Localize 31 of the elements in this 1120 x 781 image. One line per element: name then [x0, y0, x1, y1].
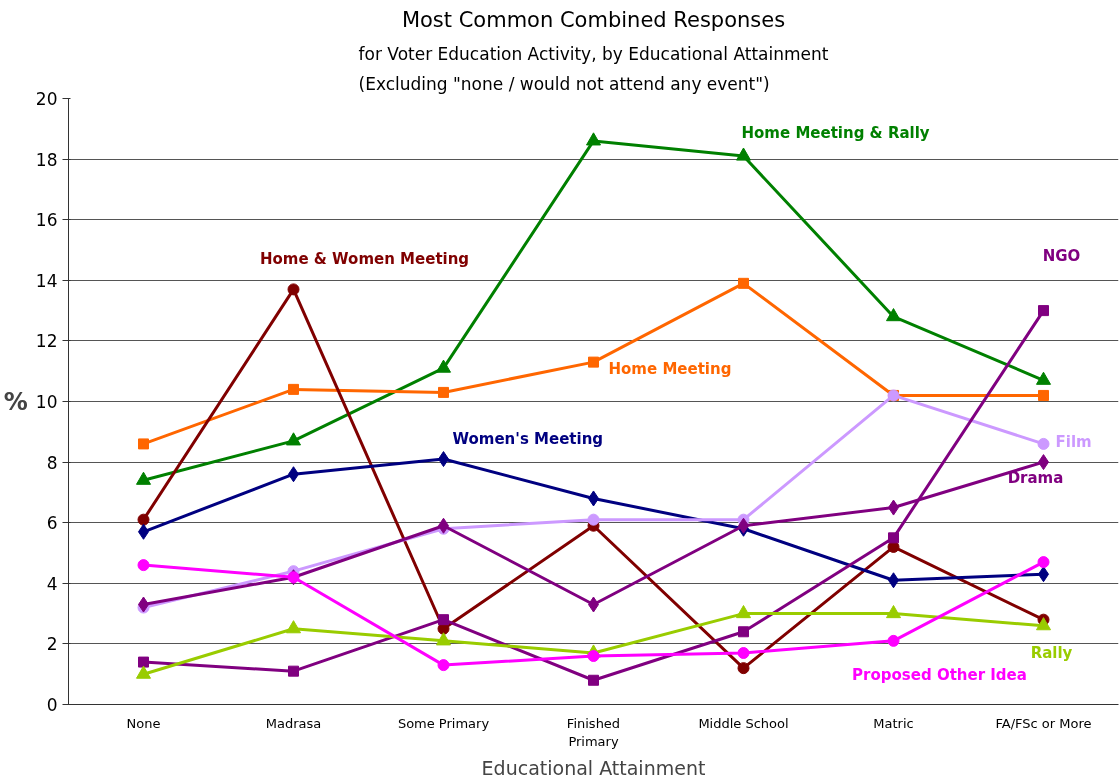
series-label: Proposed Other Idea	[852, 665, 1027, 684]
x-axis-title: Educational Attainment	[481, 756, 706, 779]
series-label: Women's Meeting	[452, 430, 604, 449]
y-tick-label: 6	[46, 513, 58, 534]
x-tick-label: Madrasa	[265, 715, 322, 731]
x-tick-label: None	[126, 715, 161, 731]
y-tick-label: 4	[46, 573, 58, 594]
y-tick-label: 16	[35, 210, 58, 231]
y-tick-label: 20	[35, 89, 58, 109]
y-axis-title: %	[3, 387, 28, 416]
text: Home & Women Meeting	[259, 250, 470, 269]
x-tick-label: Some Primary	[397, 715, 490, 731]
series-label: Rally	[1030, 643, 1073, 662]
x-tick-label: Middle School	[698, 715, 789, 731]
y-tick-label: 14	[35, 270, 58, 291]
text: NGO	[1042, 246, 1081, 265]
y-tick-label: 18	[35, 149, 58, 170]
series-label: Home Meeting	[608, 360, 732, 379]
x-tick-label: Matric	[873, 715, 914, 731]
x-tick-label: FA/FSc or More	[995, 715, 1092, 731]
y-tick-label: 0	[46, 695, 58, 715]
y-tick-label: 12	[35, 331, 58, 352]
series-label: Film	[1055, 432, 1092, 451]
chart-subtitle: for Voter Education Activity, by Educational Attainment (Excluding "none / would not attend any event")	[358, 43, 829, 94]
y-tick-label: 2	[46, 634, 58, 655]
chart-title: Most Common Combined Responses	[401, 7, 786, 32]
y-tick-label: 8	[46, 452, 58, 473]
series-label: Home Meeting & Rally	[741, 124, 930, 143]
series-label: Drama	[1007, 469, 1064, 488]
y-tick-label: 10	[35, 392, 58, 412]
x-tick-label: Finished Primary	[566, 715, 621, 749]
